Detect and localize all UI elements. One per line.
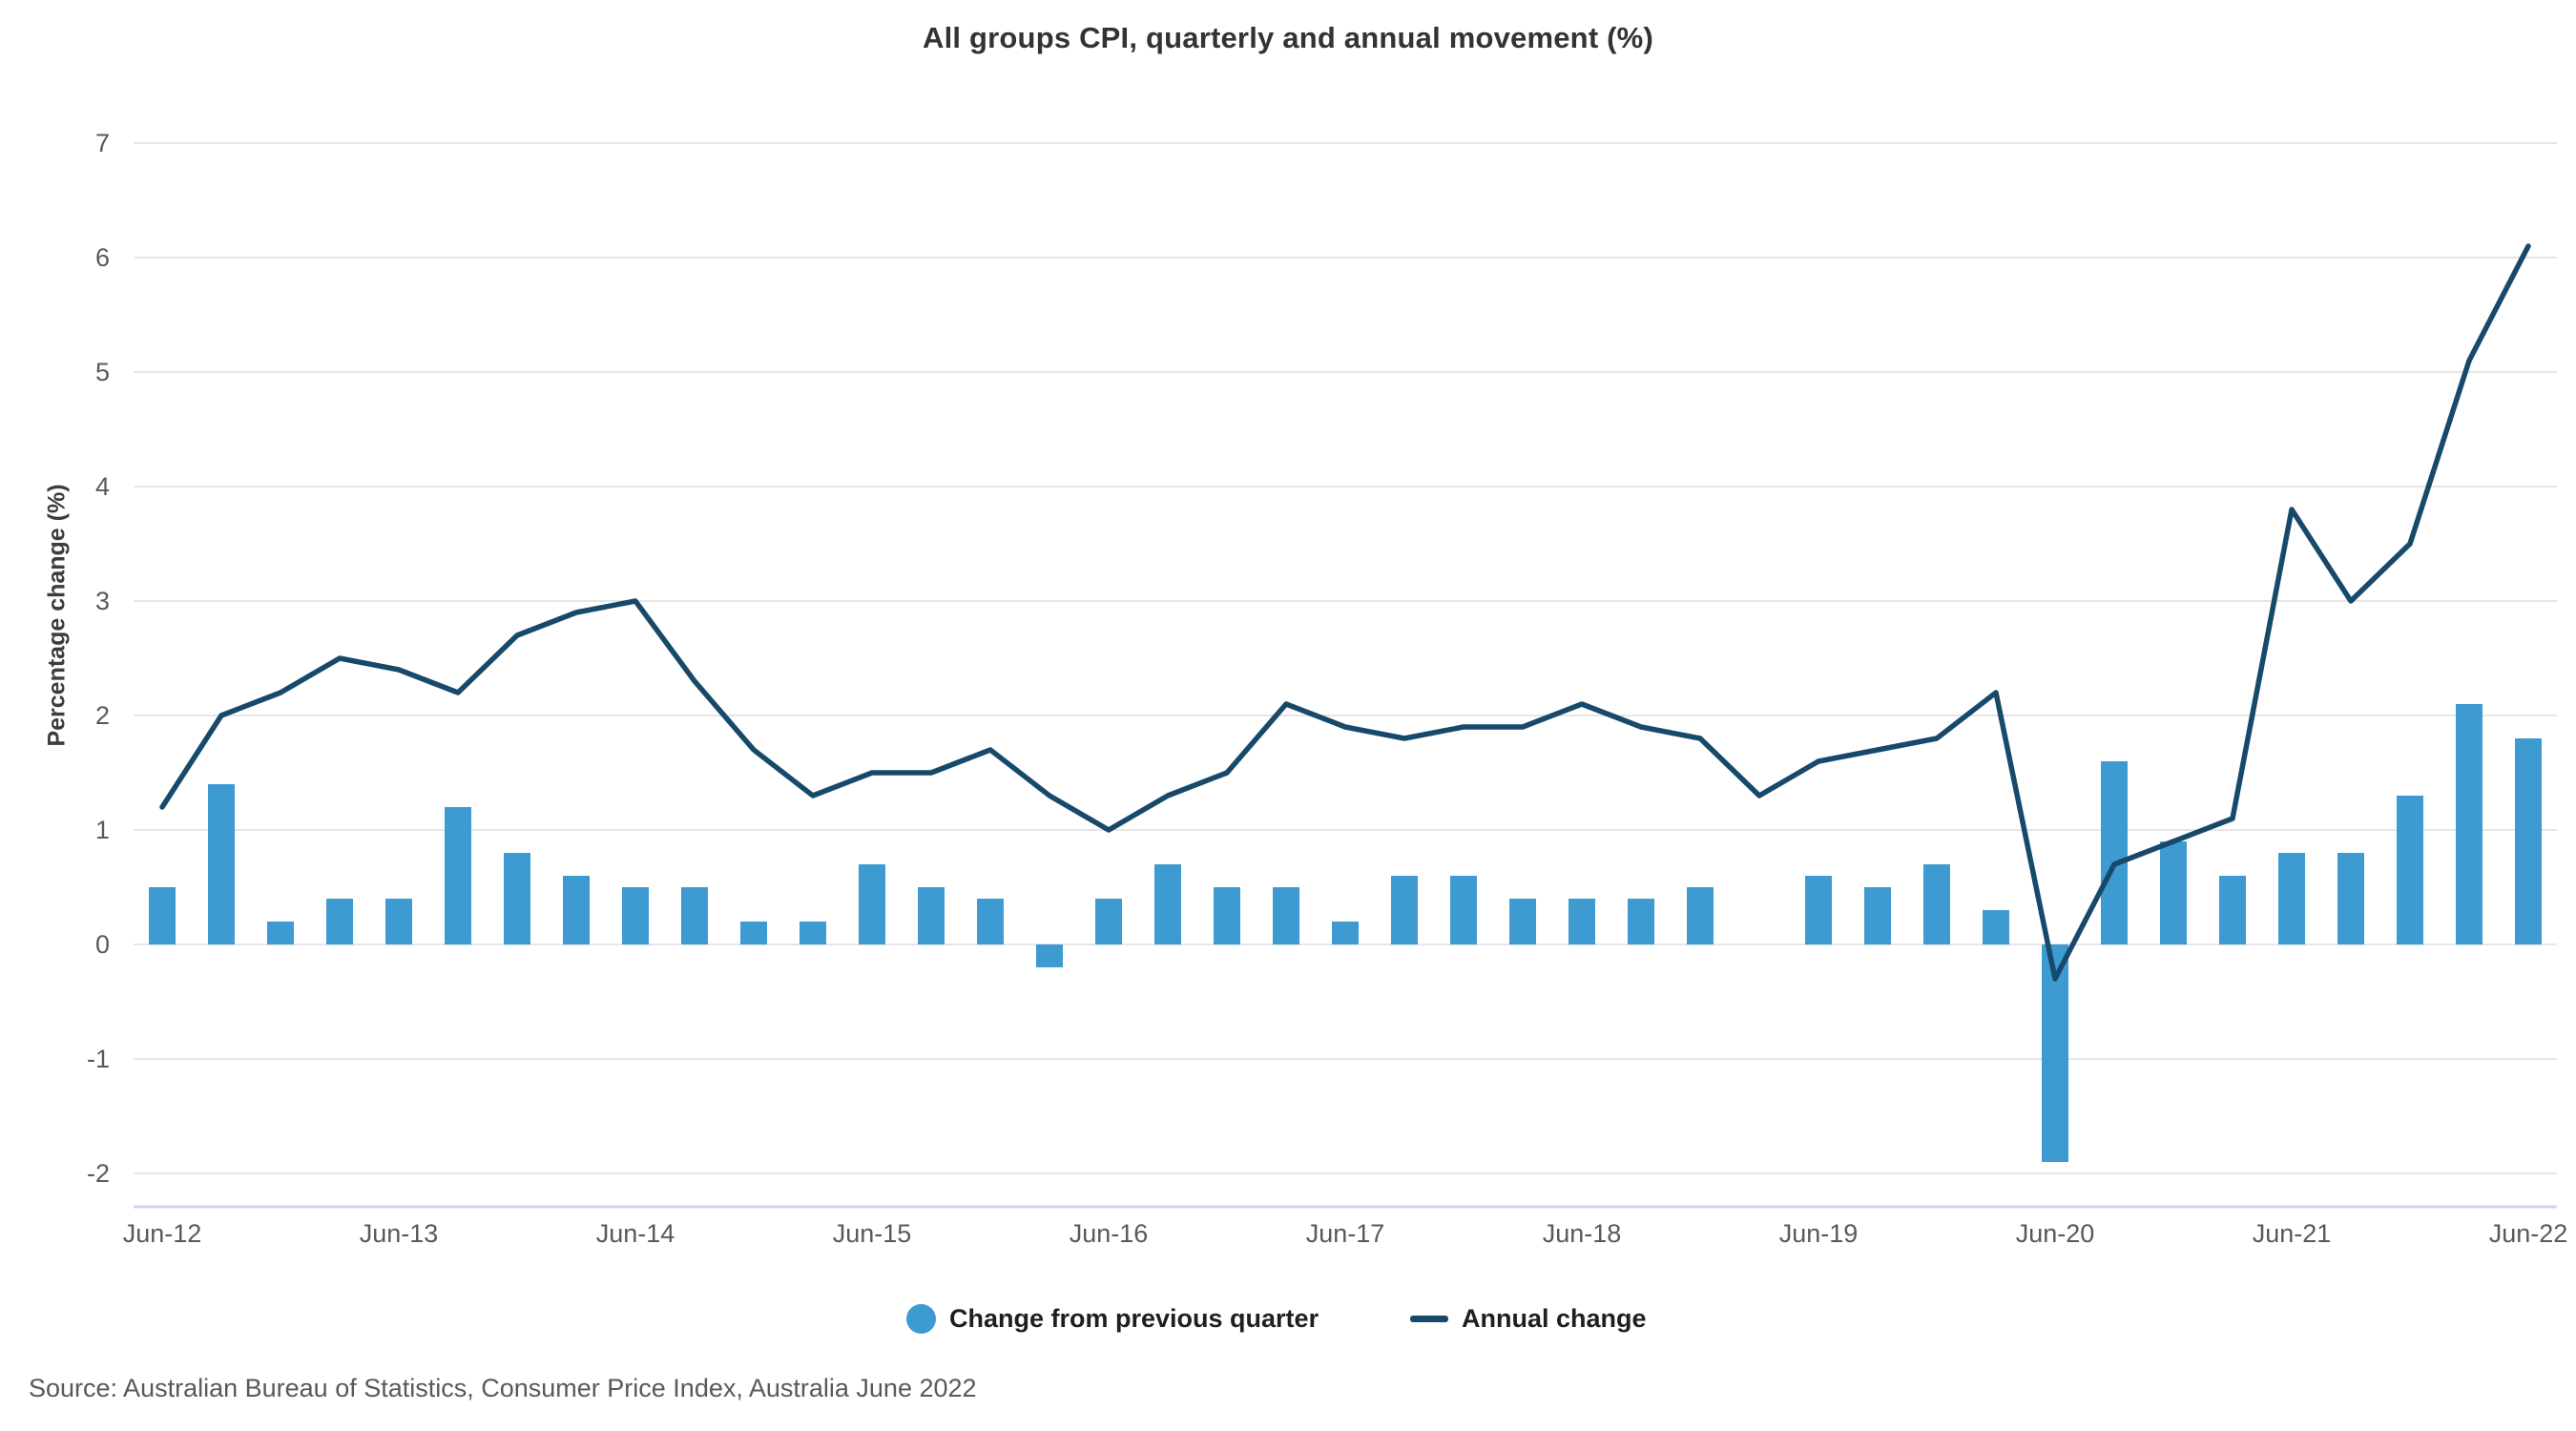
bar-quarterly-change[interactable] (1509, 899, 1536, 944)
x-tick-label: Jun-13 (360, 1219, 439, 1248)
annual-change-line[interactable] (159, 243, 2531, 982)
x-tick-label: Jun-16 (1070, 1219, 1149, 1248)
x-tick-label: Jun-15 (833, 1219, 912, 1248)
y-tick-label: 0 (95, 930, 110, 959)
bar-quarterly-change[interactable] (208, 784, 235, 944)
bar-quarterly-change[interactable] (1805, 876, 1832, 944)
bar-quarterly-change[interactable] (859, 864, 885, 944)
bar-quarterly-change[interactable] (1391, 876, 1418, 944)
y-tick-label: 4 (95, 472, 110, 501)
bar-quarterly-change[interactable] (622, 887, 649, 944)
y-tick-label: 5 (95, 358, 110, 386)
quarterly-series-marker-icon (906, 1303, 936, 1334)
bar-quarterly-change[interactable] (681, 887, 708, 944)
source-note: Source: Australian Bureau of Statistics,… (29, 1374, 977, 1402)
bar-quarterly-change[interactable] (385, 899, 412, 944)
bar-quarterly-change[interactable] (1450, 876, 1477, 944)
x-tick-label: Jun-22 (2489, 1219, 2568, 1248)
annual-series-marker-icon (1410, 1315, 1448, 1322)
bar-quarterly-change[interactable] (1568, 899, 1595, 944)
bar-quarterly-change[interactable] (1332, 922, 1359, 944)
legend-label-quarterly: Change from previous quarter (949, 1303, 1319, 1333)
bar-quarterly-change[interactable] (2101, 761, 2128, 944)
x-tick-label: Jun-17 (1306, 1219, 1385, 1248)
bar-quarterly-change[interactable] (2515, 738, 2542, 944)
bar-quarterly-change[interactable] (1864, 887, 1891, 944)
bar-quarterly-change[interactable] (149, 887, 176, 944)
x-tick-label: Jun-19 (1779, 1219, 1859, 1248)
y-tick-label: 1 (95, 816, 110, 844)
legend-item-quarterly-change[interactable]: Change from previous quarter (906, 1290, 1319, 1347)
bar-quarterly-change[interactable] (2278, 853, 2305, 944)
bar-quarterly-change[interactable] (740, 922, 767, 944)
y-tick-label: 6 (95, 243, 110, 272)
y-tick-label: -2 (87, 1159, 110, 1188)
bar-quarterly-change[interactable] (1628, 899, 1654, 944)
chart-title: All groups CPI, quarterly and annual mov… (923, 21, 1653, 54)
bar-quarterly-change[interactable] (800, 922, 826, 944)
x-tick-label: Jun-14 (596, 1219, 675, 1248)
bar-quarterly-change[interactable] (504, 853, 530, 944)
bar-quarterly-change[interactable] (2337, 853, 2364, 944)
bar-quarterly-change[interactable] (2456, 704, 2483, 944)
bar-quarterly-change[interactable] (1036, 944, 1063, 967)
bar-quarterly-change[interactable] (977, 899, 1004, 944)
x-tick-label: Jun-12 (123, 1219, 202, 1248)
bar-quarterly-change[interactable] (2160, 841, 2187, 944)
bar-quarterly-change[interactable] (918, 887, 945, 944)
bar-quarterly-change[interactable] (1154, 864, 1181, 944)
bar-quarterly-change[interactable] (2219, 876, 2246, 944)
y-tick-label: -1 (87, 1045, 110, 1073)
bar-quarterly-change[interactable] (1273, 887, 1299, 944)
legend-label-annual: Annual change (1462, 1303, 1647, 1333)
legend: Change from previous quarter Annual chan… (0, 1290, 2576, 1347)
bar-quarterly-change[interactable] (326, 899, 353, 944)
y-tick-label: 7 (95, 129, 110, 157)
bar-quarterly-change[interactable] (1095, 899, 1122, 944)
y-tick-label: 3 (95, 587, 110, 615)
y-tick-label: 2 (95, 701, 110, 730)
x-tick-label: Jun-18 (1543, 1219, 1622, 1248)
legend-item-annual-change[interactable]: Annual change (1410, 1290, 1647, 1347)
bar-quarterly-change[interactable] (267, 922, 294, 944)
bar-quarterly-change[interactable] (2397, 796, 2423, 944)
bar-quarterly-change[interactable] (1983, 910, 2009, 944)
bar-quarterly-change[interactable] (1923, 864, 1950, 944)
x-tick-label: Jun-20 (2016, 1219, 2095, 1248)
bar-quarterly-change[interactable] (563, 876, 590, 944)
x-tick-label: Jun-21 (2253, 1219, 2332, 1248)
bar-quarterly-change[interactable] (1214, 887, 1240, 944)
bar-quarterly-change[interactable] (445, 807, 471, 944)
bar-quarterly-change[interactable] (1687, 887, 1714, 944)
